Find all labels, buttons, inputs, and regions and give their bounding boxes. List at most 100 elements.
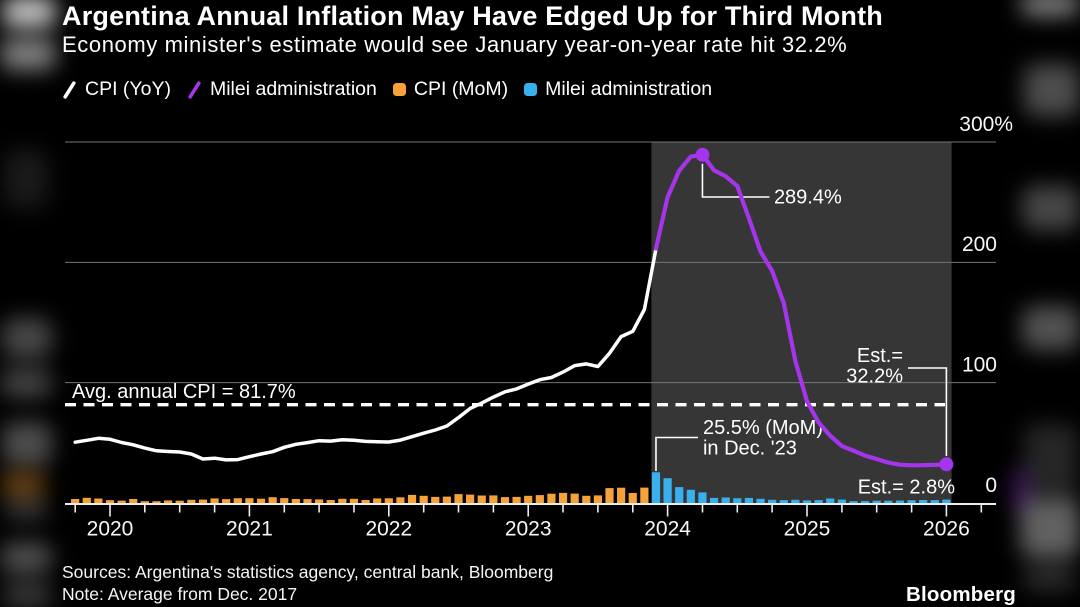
cpi-mom-bars bbox=[71, 487, 649, 504]
line-swatch-icon bbox=[63, 80, 76, 99]
bar bbox=[779, 500, 788, 504]
bar bbox=[512, 496, 521, 504]
shaded-region-milei-administration bbox=[651, 142, 952, 503]
blur-blob bbox=[1022, 186, 1080, 230]
bar bbox=[338, 498, 347, 504]
blur-blob bbox=[1024, 424, 1078, 496]
x-axis-year-label: 2020 bbox=[87, 517, 134, 540]
bar bbox=[663, 478, 672, 504]
bar bbox=[419, 495, 428, 504]
bar bbox=[326, 500, 335, 504]
x-axis-year-label: 2023 bbox=[505, 517, 552, 540]
bar bbox=[187, 499, 196, 504]
line-swatch-icon bbox=[188, 80, 201, 99]
bar bbox=[686, 489, 695, 504]
blur-blob bbox=[4, 150, 48, 208]
bar bbox=[431, 496, 440, 504]
bar bbox=[105, 500, 115, 504]
bar bbox=[791, 499, 800, 504]
bar bbox=[860, 501, 870, 504]
peak-callout-line bbox=[701, 163, 770, 198]
bar bbox=[872, 500, 881, 504]
blur-blob bbox=[1022, 566, 1076, 590]
est-yoy-label: 32.2% bbox=[846, 366, 903, 388]
bar bbox=[558, 492, 568, 504]
bar bbox=[442, 496, 451, 504]
mom-peak-callout-label: in Dec. '23 bbox=[703, 438, 797, 460]
bar bbox=[268, 497, 277, 504]
bar bbox=[291, 499, 300, 504]
legend-item-milei-administration: Milei administration bbox=[187, 78, 377, 101]
bar bbox=[349, 498, 359, 504]
est-yoy-callout-line bbox=[908, 367, 948, 456]
bar bbox=[802, 500, 812, 504]
letterbox-right bbox=[1014, 0, 1080, 607]
sources-line: Sources: Argentina's statistics agency, … bbox=[62, 562, 554, 582]
blur-blob bbox=[1024, 64, 1080, 116]
bar bbox=[454, 494, 463, 504]
est-mom-label: Est.= 2.8% bbox=[858, 477, 955, 499]
data-point-marker bbox=[695, 147, 710, 162]
bar bbox=[524, 495, 533, 504]
bar bbox=[675, 487, 684, 504]
bar bbox=[163, 500, 173, 504]
bar bbox=[500, 497, 510, 504]
bar bbox=[756, 498, 765, 504]
x-axis-year-label: 2025 bbox=[784, 517, 831, 540]
bar bbox=[175, 500, 184, 504]
bar bbox=[361, 500, 370, 504]
blur-blob bbox=[1020, 498, 1080, 558]
blur-blob bbox=[0, 542, 52, 574]
x-axis-year-label: 2026 bbox=[923, 517, 970, 540]
y-axis-label: 100 bbox=[962, 354, 997, 377]
bar bbox=[698, 492, 707, 504]
bar bbox=[919, 500, 928, 504]
note-line: Note: Average from Dec. 2017 bbox=[62, 584, 298, 604]
bar bbox=[477, 495, 486, 504]
cpi-mom-milei-administration-bars bbox=[651, 472, 951, 504]
bar bbox=[930, 500, 939, 504]
bar bbox=[593, 495, 602, 504]
letterbox-left bbox=[0, 0, 60, 607]
blur-blob bbox=[0, 472, 46, 498]
bar bbox=[117, 500, 126, 504]
est-yoy-label: Est.= bbox=[857, 345, 903, 367]
square-swatch-icon bbox=[524, 83, 538, 96]
bar bbox=[396, 497, 405, 504]
bar bbox=[733, 498, 742, 504]
bar bbox=[198, 499, 208, 504]
bar bbox=[222, 499, 231, 504]
bar bbox=[826, 498, 835, 504]
bar bbox=[245, 498, 254, 504]
bar bbox=[942, 499, 951, 504]
chart-subtitle: Economy minister's estimate would see Ja… bbox=[62, 32, 848, 57]
bar bbox=[744, 497, 754, 504]
data-point-marker bbox=[939, 457, 954, 472]
bar bbox=[570, 493, 579, 504]
bar bbox=[814, 500, 823, 504]
legend-label: Milei administration bbox=[209, 78, 377, 100]
mom-peak-callout-label: 25.5% (MoM) bbox=[703, 417, 823, 439]
legend-label: CPI (MoM) bbox=[413, 78, 509, 100]
x-axis-year-label: 2024 bbox=[644, 517, 691, 540]
bar bbox=[129, 499, 138, 504]
legend-item-cpi-mom: CPI (MoM) bbox=[392, 78, 509, 101]
bar bbox=[837, 499, 846, 504]
bar bbox=[617, 487, 626, 504]
bar bbox=[535, 495, 544, 504]
chart-legend: CPI (YoY) Milei administration CPI (MoM) Mi… bbox=[62, 78, 712, 101]
x-axis: 2020 2021 2022 2023 2024 2025 2026 bbox=[65, 503, 996, 540]
avg-reference-label: Avg. annual CPI = 81.7% bbox=[72, 381, 296, 403]
blur-blob bbox=[4, 500, 48, 520]
mom-peak-callout-line bbox=[655, 436, 698, 471]
bar bbox=[140, 501, 149, 504]
blur-blob bbox=[1022, 306, 1080, 350]
bar bbox=[628, 493, 637, 504]
y-axis: 300% 200 100 0 bbox=[65, 113, 1013, 497]
bar bbox=[373, 498, 382, 504]
bar bbox=[407, 494, 417, 504]
bar bbox=[94, 498, 103, 504]
blur-blob bbox=[0, 38, 56, 70]
